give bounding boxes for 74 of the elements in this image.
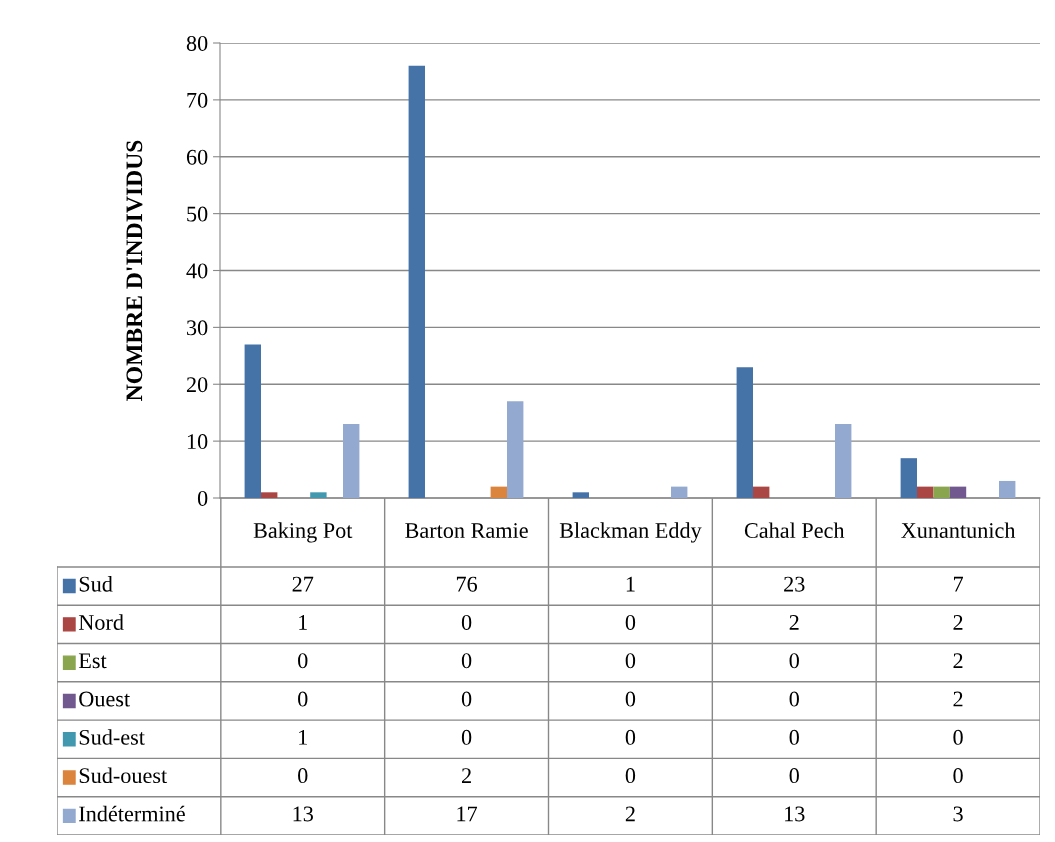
data-label: 2 — [953, 691, 963, 707]
data-label: 2 — [953, 653, 963, 669]
data-label: 0 — [625, 653, 636, 669]
bar — [736, 367, 753, 498]
bar — [753, 486, 770, 498]
legend-label: Sud — [79, 576, 113, 592]
x-tick-label: Barton Ramie — [405, 523, 528, 539]
data-label: 17 — [457, 806, 478, 822]
data-label: 0 — [461, 614, 472, 630]
data-label: 2 — [789, 615, 799, 630]
data-label: 3 — [953, 806, 963, 822]
data-label: 0 — [461, 729, 472, 745]
y-tick-label: 60 — [186, 149, 208, 165]
bar — [490, 486, 507, 498]
data-label: 0 — [625, 768, 636, 784]
x-tick-label: Cahal Pech — [744, 522, 845, 539]
data-label: 0 — [789, 729, 799, 745]
y-tick-label: 30 — [187, 320, 208, 336]
bar — [343, 424, 360, 498]
data-label: 7 — [953, 576, 963, 592]
data-label: 13 — [785, 806, 805, 822]
bar — [310, 492, 327, 498]
y-axis-title: NOMBRE D'INDIVIDUS — [126, 140, 143, 401]
bar — [507, 401, 524, 498]
legend-label: Sud-ouest — [79, 767, 168, 784]
y-tick-label: 0 — [197, 490, 208, 506]
data-label: 27 — [292, 576, 314, 592]
data-label: 0 — [789, 768, 799, 784]
bar — [671, 486, 688, 498]
data-label: 0 — [298, 691, 308, 707]
bar — [933, 486, 950, 498]
data-label: 0 — [789, 691, 799, 707]
x-tick-label: Xunantunich — [901, 522, 1016, 539]
data-label: 23 — [784, 576, 805, 592]
data-label: 0 — [625, 614, 636, 630]
legend-label: Ouest — [79, 691, 131, 707]
data-label: 1 — [626, 576, 635, 592]
data-label: 0 — [461, 691, 472, 707]
data-label: 0 — [298, 653, 308, 669]
data-label: 0 — [461, 653, 472, 669]
bar — [572, 492, 589, 498]
bar — [244, 344, 261, 498]
legend-label: Est — [78, 653, 107, 669]
y-tick-label: 20 — [186, 377, 208, 393]
x-tick-label: Baking Pot — [253, 522, 353, 543]
data-label: 0 — [298, 768, 308, 784]
bar — [999, 480, 1016, 498]
bar — [261, 492, 278, 498]
data-label: 13 — [293, 806, 313, 822]
data-label: 2 — [462, 768, 471, 783]
data-label: 2 — [953, 615, 963, 630]
legend-label: Nord — [78, 614, 124, 630]
legend-label: Sud-est — [79, 729, 145, 745]
y-tick-label: 40 — [186, 263, 208, 279]
data-label: 2 — [625, 806, 635, 822]
bar — [835, 424, 852, 498]
y-tick-label: 10 — [187, 434, 208, 450]
data-label: 1 — [299, 729, 307, 745]
x-tick-label: Blackman Eddy — [559, 522, 702, 543]
data-label: 1 — [299, 615, 307, 630]
data-label: 0 — [625, 729, 636, 745]
data-label: 0 — [625, 691, 636, 707]
y-tick-label: 80 — [186, 35, 208, 51]
data-label: 0 — [789, 653, 799, 669]
bar — [408, 65, 425, 498]
data-label: 76 — [456, 576, 478, 592]
legend-label: Indéterminé — [79, 805, 185, 822]
y-tick-label: 50 — [187, 206, 208, 222]
bar — [949, 486, 967, 498]
bar — [917, 486, 934, 498]
data-label: 0 — [953, 729, 963, 745]
y-tick-label: 70 — [187, 92, 208, 108]
data-label: 0 — [953, 768, 963, 784]
bar — [900, 458, 917, 498]
